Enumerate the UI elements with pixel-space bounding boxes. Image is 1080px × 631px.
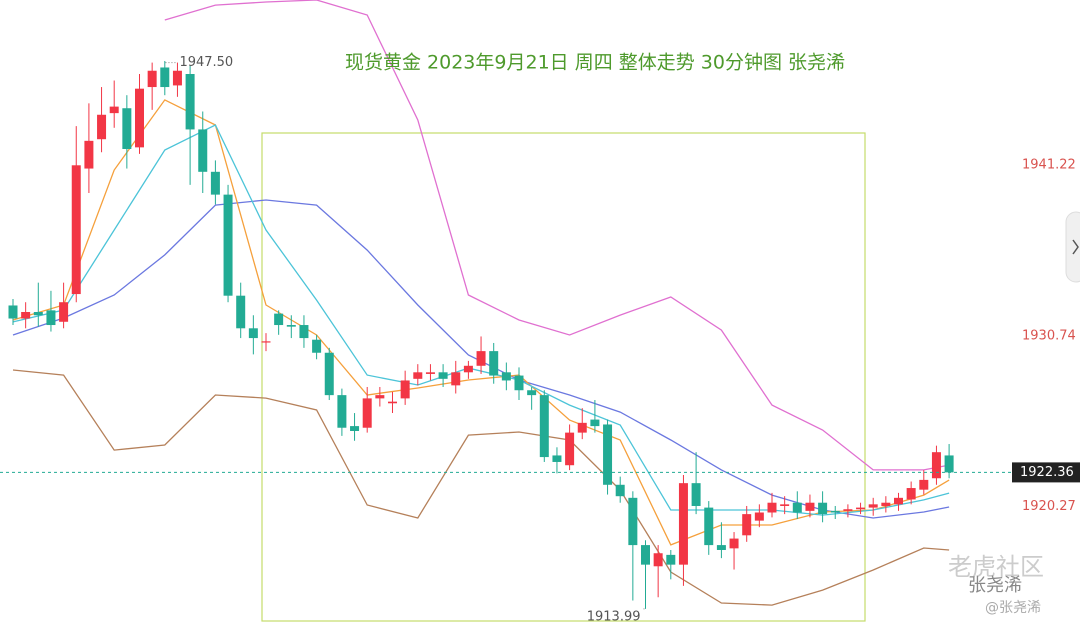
candle-body xyxy=(375,395,385,399)
candle-body xyxy=(109,106,119,114)
plot xyxy=(0,0,1012,610)
candle-body xyxy=(274,313,284,326)
candle-body xyxy=(122,108,132,149)
candle-body xyxy=(818,502,828,515)
side-panel-toggle[interactable] xyxy=(1065,211,1080,283)
candle-body xyxy=(691,483,701,506)
candle-body xyxy=(792,502,802,513)
last-price-label: 1922.36 xyxy=(1020,465,1074,480)
candle-body xyxy=(172,70,182,86)
candle-body xyxy=(856,507,866,510)
candle-body xyxy=(324,352,334,396)
candle-body xyxy=(906,488,916,500)
candle-body xyxy=(84,140,94,169)
candle-body xyxy=(388,401,397,404)
watermark: 张尧浠 xyxy=(968,575,1022,596)
candle-body xyxy=(666,554,676,565)
candle-body xyxy=(8,305,18,319)
candle-body xyxy=(754,512,764,521)
candle-body xyxy=(615,484,625,497)
annotation: 1913.99 xyxy=(587,609,641,624)
candle-body xyxy=(805,502,815,511)
candle-body xyxy=(489,351,499,376)
candle-body xyxy=(33,311,43,316)
candle-body xyxy=(868,504,878,508)
candle-body xyxy=(236,295,246,329)
y-tick-label: 1930.74 xyxy=(1022,328,1076,343)
candle-body xyxy=(931,452,941,479)
candle-body xyxy=(780,504,790,506)
candle-body xyxy=(881,502,891,506)
candle-body xyxy=(716,545,726,550)
candle-body xyxy=(261,341,271,343)
candle-body xyxy=(843,509,853,511)
candle-body xyxy=(451,372,461,386)
candle-body xyxy=(527,390,537,396)
candle-body xyxy=(767,502,777,513)
candle-body xyxy=(59,302,69,322)
candle-body xyxy=(603,424,613,485)
candle-body xyxy=(185,74,195,130)
candle-body xyxy=(223,194,233,296)
candle-body xyxy=(919,479,929,490)
candle-body xyxy=(590,419,600,427)
y-tick-label: 1941.22 xyxy=(1022,157,1076,172)
y-tick-label: 1951.69 xyxy=(1022,0,1076,2)
candle-body xyxy=(628,497,638,546)
candle-body xyxy=(514,375,524,391)
candle-body xyxy=(830,510,840,513)
candle-body xyxy=(21,311,31,319)
candle-body xyxy=(413,372,423,379)
candle-body xyxy=(577,422,587,433)
last-price-box xyxy=(1012,462,1080,483)
candle-body xyxy=(147,70,157,88)
annotation: 1947.50 xyxy=(179,55,233,70)
chart-title: 现货黄金 2023年9月21日 周四 整体走势 30分钟图 张尧浠 xyxy=(345,52,845,74)
candle-body xyxy=(198,129,208,172)
candle-body xyxy=(944,455,954,473)
candle-body xyxy=(97,114,107,140)
candle-body xyxy=(565,432,575,466)
candle-body xyxy=(135,88,144,148)
candle-body xyxy=(425,372,435,374)
candle-body xyxy=(742,514,752,536)
y-tick-label: 1920.27 xyxy=(1022,499,1076,514)
indicator-line xyxy=(164,0,950,471)
candle-body xyxy=(438,372,448,379)
candle-body xyxy=(463,365,473,373)
indicator-line xyxy=(12,369,950,606)
candle-body xyxy=(678,483,688,565)
watermark: @张尧浠 xyxy=(985,600,1041,616)
candle-body xyxy=(286,325,296,327)
highlight-box xyxy=(261,132,866,622)
candle-body xyxy=(476,351,486,366)
candle-body xyxy=(539,395,549,458)
candle-body xyxy=(210,171,220,195)
candle-body xyxy=(501,372,511,381)
candle-body xyxy=(362,398,372,428)
watermark: 老虎社区 xyxy=(948,553,1044,581)
candle-body xyxy=(729,538,739,549)
candle-body xyxy=(248,328,258,339)
candle-body xyxy=(400,380,410,399)
candle-body xyxy=(641,545,650,565)
candle-body xyxy=(350,426,360,431)
candle-body xyxy=(653,553,663,567)
candle-body xyxy=(299,325,309,339)
candle-body xyxy=(337,395,347,428)
chevron-icon xyxy=(1072,239,1079,255)
candle-body xyxy=(704,507,714,546)
candle-body xyxy=(552,455,562,462)
candle-body xyxy=(71,165,81,295)
candle-body xyxy=(160,67,170,88)
candle-body xyxy=(312,339,322,353)
candle-body xyxy=(894,497,903,505)
candle-body xyxy=(46,310,56,326)
